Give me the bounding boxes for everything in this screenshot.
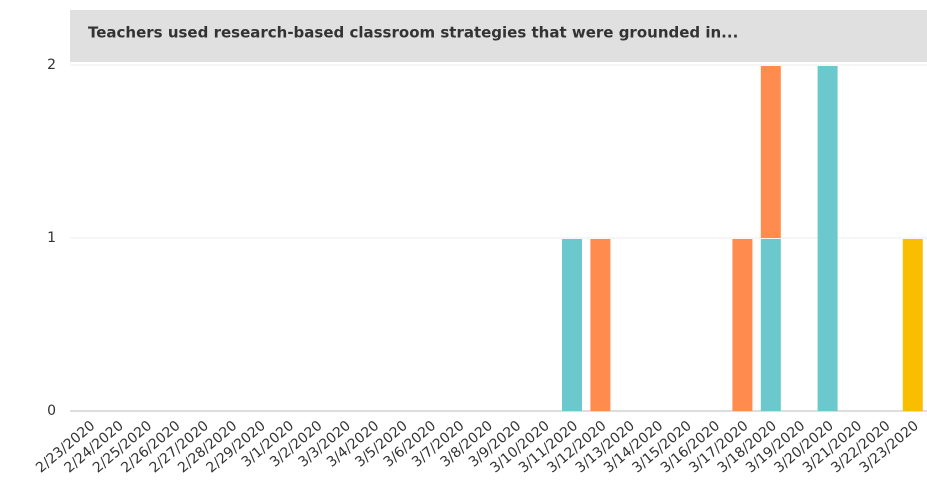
y-tick-label: 1 <box>47 230 56 246</box>
bar <box>590 239 611 411</box>
bar <box>817 66 838 411</box>
bar <box>760 239 781 411</box>
y-tick-label: 0 <box>47 403 56 419</box>
title-band <box>70 10 927 62</box>
bar <box>760 66 781 238</box>
y-tick-label: 2 <box>47 57 56 73</box>
chart-title: Teachers used research-based classroom s… <box>88 24 738 42</box>
bar <box>732 239 753 411</box>
bar <box>902 239 923 411</box>
bar <box>562 239 582 411</box>
